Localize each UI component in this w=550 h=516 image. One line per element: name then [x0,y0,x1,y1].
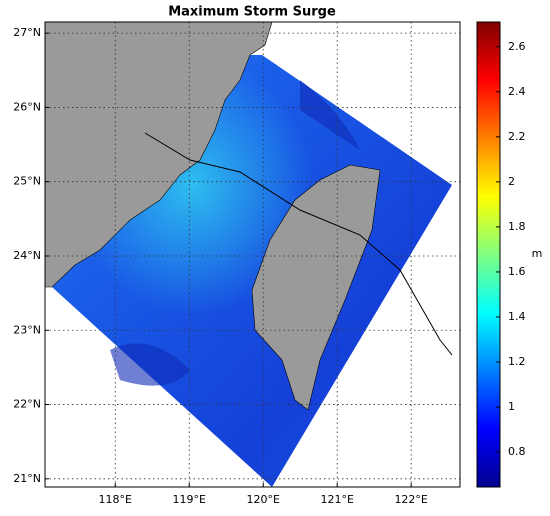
y-tick-label: 26°N [13,100,41,113]
y-tick-label: 21°N [13,472,41,485]
coastal-surge [52,55,452,487]
chart-title: Maximum Storm Surge [168,5,336,20]
x-tick-label: 121°E [320,493,353,506]
colorbar-tick-label: 2.6 [508,40,526,53]
colorbar-tick-label: 1.4 [508,310,526,323]
colorbar-tick-label: 0.8 [508,445,526,458]
typhoon-track [144,132,453,356]
colorbar-tick-label: 2.4 [508,85,526,98]
x-tick-label: 118°E [99,493,132,506]
y-tick-label: 22°N [13,398,41,411]
colorbar-tick-label: 1.6 [508,265,526,278]
colorbar-tick-label: 1.2 [508,355,526,368]
plot-frame [44,21,461,488]
mainland [44,21,273,288]
colorbar-tick-label: 1.8 [508,220,526,233]
y-tick-label: 27°N [13,26,41,39]
y-tick-label: 25°N [13,175,41,188]
colorbar-tick-label: 2 [508,175,515,188]
colorbar [476,21,501,488]
x-tick-label: 122°E [394,493,427,506]
y-tick-label: 23°N [13,323,41,336]
x-tick-label: 120°E [246,493,279,506]
y-tick-label: 24°N [13,249,41,262]
x-tick-label: 119°E [173,493,206,506]
colorbar-tick-label: 2.2 [508,130,526,143]
colorbar-tick-label: 1 [508,400,515,413]
deep-blue-area [110,80,360,386]
colorbar-label: m [532,247,543,260]
